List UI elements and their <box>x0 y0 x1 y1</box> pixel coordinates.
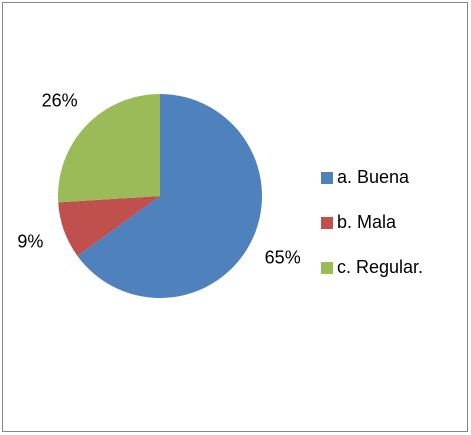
pie-slice <box>58 94 160 203</box>
legend-swatch <box>321 262 333 274</box>
legend-label: b. Mala <box>337 212 397 232</box>
legend-swatch <box>321 217 333 229</box>
data-label: 9% <box>17 231 43 251</box>
data-label: 26% <box>42 90 78 110</box>
legend-swatch <box>321 172 333 184</box>
pie-slice <box>58 196 160 256</box>
legend-label: c. Regular. <box>337 257 423 277</box>
data-label: 65% <box>265 247 301 267</box>
pie-slice <box>77 94 262 298</box>
legend-label: a. Buena <box>337 167 410 187</box>
